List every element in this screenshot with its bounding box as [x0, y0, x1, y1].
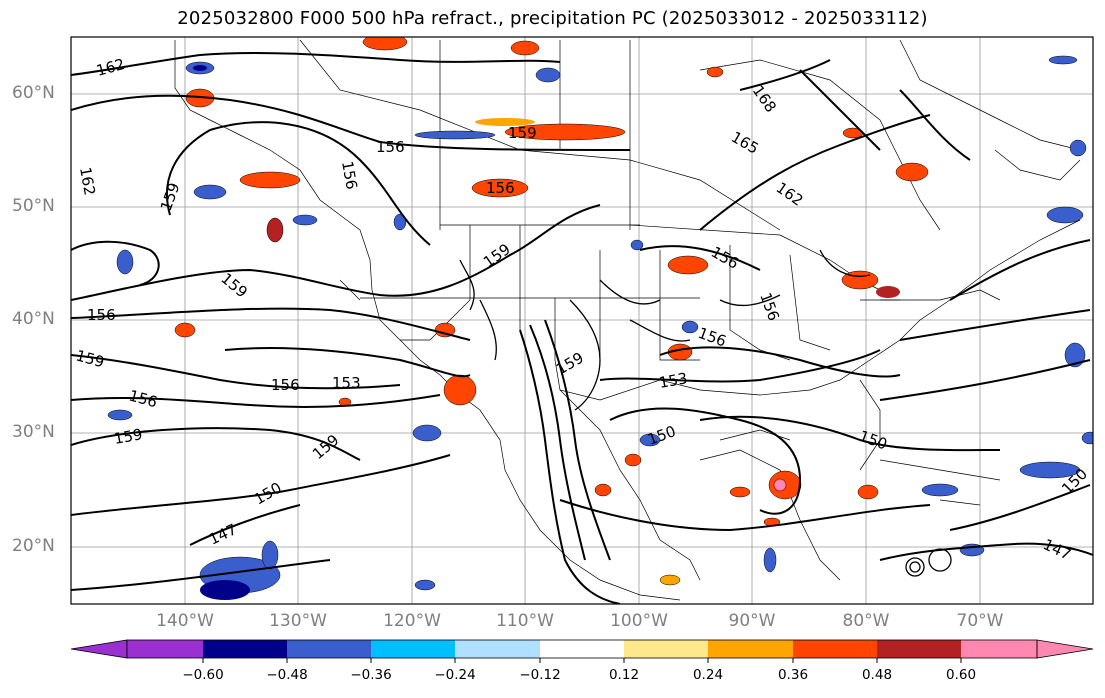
longitude-label: 130°W: [269, 611, 327, 631]
longitude-label: 70°W: [956, 611, 1004, 631]
map-frame: [70, 36, 1094, 605]
colorbar-tick-label: −0.36: [350, 667, 392, 683]
map-panel: [71, 37, 1093, 604]
contour-label: 156: [486, 179, 515, 197]
colorbar-swatch: [371, 640, 455, 658]
contour-label: 156: [87, 306, 116, 324]
colorbar-tick-label: −0.60: [182, 667, 224, 683]
latitude-label: 40°N: [12, 309, 55, 329]
map-title: 2025032800 F000 500 hPa refract., precip…: [177, 8, 928, 29]
contour-label: 156: [338, 160, 361, 191]
longitude-label: 80°W: [842, 611, 890, 631]
colorbar-swatch: [708, 640, 793, 658]
colorbar-tick-label: −0.12: [519, 667, 561, 683]
graticule: [71, 37, 1093, 604]
contour-label: 159: [113, 425, 144, 448]
longitude-label: 120°W: [383, 611, 441, 631]
colorbar-tick-label: −0.24: [434, 667, 476, 683]
contour-detail-lines: [459, 249, 952, 577]
colorbar-tick-label: 0.24: [692, 667, 724, 683]
colorbar-swatch: [793, 640, 877, 658]
contour-label: 153: [658, 369, 689, 392]
latitude-label: 20°N: [12, 536, 55, 556]
colorbar-swatch: [127, 640, 203, 658]
colorbar-swatch: [961, 640, 1037, 658]
colorbar-tick-label: −0.48: [266, 667, 308, 683]
latitude-label: 30°N: [12, 422, 55, 442]
latitude-label: 50°N: [12, 196, 55, 216]
colorbar: [70, 639, 1094, 663]
colorbar-swatch: [203, 640, 287, 658]
colorbar-tick-label: 0.48: [861, 667, 893, 683]
contour-label: 156: [376, 138, 405, 156]
colorbar-tick-label: 0.12: [608, 667, 640, 683]
colorbar-under-arrow: [70, 639, 128, 659]
contour-label: 156: [271, 376, 300, 394]
contour-label: 153: [332, 374, 361, 392]
longitude-label: 90°W: [728, 611, 776, 631]
colorbar-swatch: [877, 640, 961, 658]
colorbar-swatch: [455, 640, 540, 658]
longitude-label: 140°W: [156, 611, 214, 631]
colorbar-swatch: [540, 640, 624, 658]
precip-shading: [107, 37, 1093, 600]
colorbar-tick-label: 0.36: [777, 667, 809, 683]
colorbar-swatch: [287, 640, 371, 658]
colorbar-over-arrow: [1036, 639, 1094, 659]
colorbar-tick-label: 0.60: [945, 667, 977, 683]
colorbar-swatch: [624, 640, 708, 658]
contour-label: 162: [76, 166, 99, 197]
longitude-label: 100°W: [610, 611, 668, 631]
longitude-label: 110°W: [496, 611, 554, 631]
latitude-label: 60°N: [12, 83, 55, 103]
refractivity-contours: [71, 51, 1093, 604]
contour-label: 159: [508, 124, 537, 142]
